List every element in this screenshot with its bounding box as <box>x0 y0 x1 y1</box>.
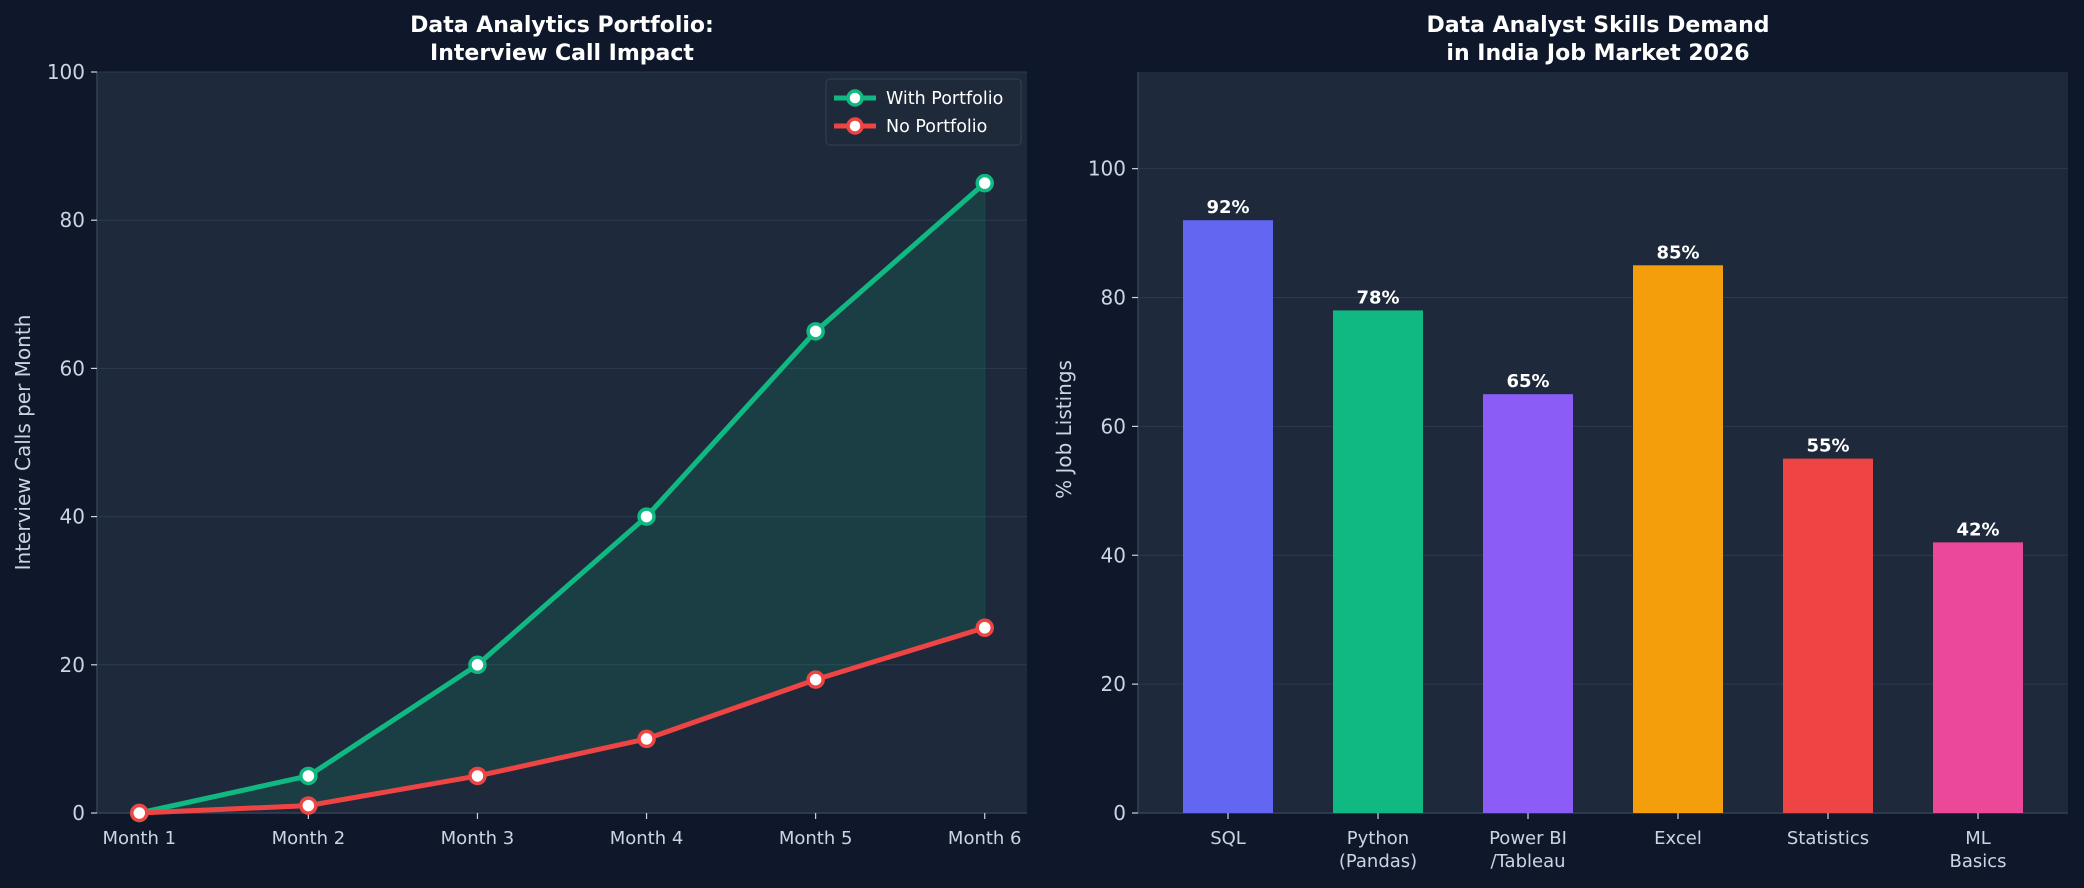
y-tick-label: 100 <box>1088 157 1126 181</box>
data-point <box>130 803 149 823</box>
chart-title: Data Analytics Portfolio: <box>410 13 714 38</box>
y-tick-label: 60 <box>60 356 85 380</box>
series-line-no-portfolio <box>136 625 988 816</box>
bar <box>1783 458 1873 813</box>
line-chart-panel: 0 20 40 60 80 100 Month 1 Month 2 Month 3 Month 4… <box>11 13 1027 849</box>
data-point <box>806 322 825 341</box>
bar <box>1633 265 1723 814</box>
series-line-with-portfolio <box>136 180 988 816</box>
y-tick-label: 20 <box>60 653 85 677</box>
x-tick-label: Excel <box>1654 828 1702 849</box>
bar-value-label: 92% <box>1206 197 1249 218</box>
x-tick-label: Month 6 <box>948 828 1022 849</box>
y-axis-label: % Job Listings <box>1052 360 1076 499</box>
bar-value-label: 65% <box>1506 371 1549 392</box>
legend-label: No Portfolio <box>886 117 987 137</box>
legend-label: With Portfolio <box>886 89 1003 109</box>
bar-chart-panel: 0 20 40 60 80 100 92% 78% 65% 85% 55% 42% SQL Python(… <box>1052 13 2068 872</box>
chart-title: Interview Call Impact <box>430 41 694 66</box>
y-tick-label: 80 <box>60 208 85 232</box>
x-tick-label: Python <box>1347 828 1409 849</box>
x-tick-label: Statistics <box>1787 828 1869 849</box>
bar-value-label: 85% <box>1656 242 1699 263</box>
legend-swatch-marker <box>846 89 864 107</box>
data-point <box>975 173 994 193</box>
data-point <box>637 729 656 749</box>
x-tick-label: (Pandas) <box>1339 851 1417 872</box>
data-point <box>468 655 487 675</box>
plot-area <box>1138 72 2068 813</box>
y-tick-label: 80 <box>1101 286 1126 310</box>
legend-swatch-marker <box>846 117 864 135</box>
y-tick-label: 0 <box>1113 801 1126 825</box>
bar <box>1933 542 2023 813</box>
data-point <box>637 507 656 526</box>
x-tick-label: Month 5 <box>779 828 853 849</box>
y-tick-label: 40 <box>1101 543 1126 567</box>
bar-value-label: 42% <box>1956 519 1999 540</box>
x-tick-label: Month 1 <box>102 828 176 849</box>
y-tick-label: 40 <box>60 505 85 529</box>
x-tick-label: Month 3 <box>441 828 515 849</box>
x-tick-label: Basics <box>1949 851 2006 872</box>
y-tick-label: 100 <box>47 60 85 84</box>
data-point <box>299 766 318 786</box>
bar-value-label: 78% <box>1356 287 1399 308</box>
x-tick-label: SQL <box>1210 828 1246 849</box>
data-point <box>806 670 825 689</box>
data-point <box>299 796 318 815</box>
bar <box>1183 220 1273 813</box>
y-tick-label: 60 <box>1101 414 1126 438</box>
data-point <box>468 766 487 786</box>
chart-title: Data Analyst Skills Demand <box>1426 13 1769 38</box>
plot-area <box>97 72 1027 813</box>
x-tick-label: /Tableau <box>1490 851 1565 872</box>
bar <box>1333 310 1423 813</box>
legend: With Portfolio No Portfolio <box>825 78 1022 146</box>
y-axis-label: Interview Calls per Month <box>11 315 35 571</box>
x-tick-label: ML <box>1965 828 1991 849</box>
chart-title: in India Job Market 2026 <box>1446 41 1749 66</box>
data-point <box>975 618 994 637</box>
y-tick-label: 20 <box>1101 672 1126 696</box>
bar <box>1483 394 1573 813</box>
y-tick-label: 0 <box>72 801 85 825</box>
x-tick-label: Month 4 <box>610 828 684 849</box>
x-tick-label: Month 2 <box>272 828 346 849</box>
bar-value-label: 55% <box>1806 436 1849 457</box>
x-tick-label: Power BI <box>1489 828 1567 849</box>
